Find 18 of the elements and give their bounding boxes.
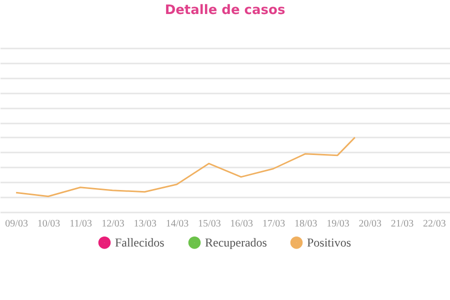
chart-title: Detalle de casos [164, 3, 286, 18]
x-tick-label: 11/03 [70, 218, 92, 230]
legend-label: Positivos [307, 236, 352, 250]
x-tick-label: 17/03 [262, 218, 286, 230]
x-tick-label: 22/03 [423, 218, 446, 230]
x-tick-label: 12/03 [102, 218, 124, 230]
x-tick-label: 09/03 [5, 218, 28, 230]
x-tick-label: 14/03 [166, 218, 189, 230]
legend-label: Fallecidos [115, 236, 165, 250]
x-tick-label: 21/03 [390, 218, 414, 230]
x-tick-label: 19/03 [326, 218, 350, 230]
x-tick-label: 16/03 [230, 218, 253, 230]
x-tick-label: 20/03 [358, 218, 382, 230]
x-tick-label: 10/03 [37, 218, 60, 230]
legend-label: Recuperados [205, 236, 268, 250]
x-tick-label: 15/03 [198, 218, 221, 230]
x-tick-label: 13/03 [134, 218, 157, 230]
x-tick-label: 18/03 [294, 218, 318, 230]
